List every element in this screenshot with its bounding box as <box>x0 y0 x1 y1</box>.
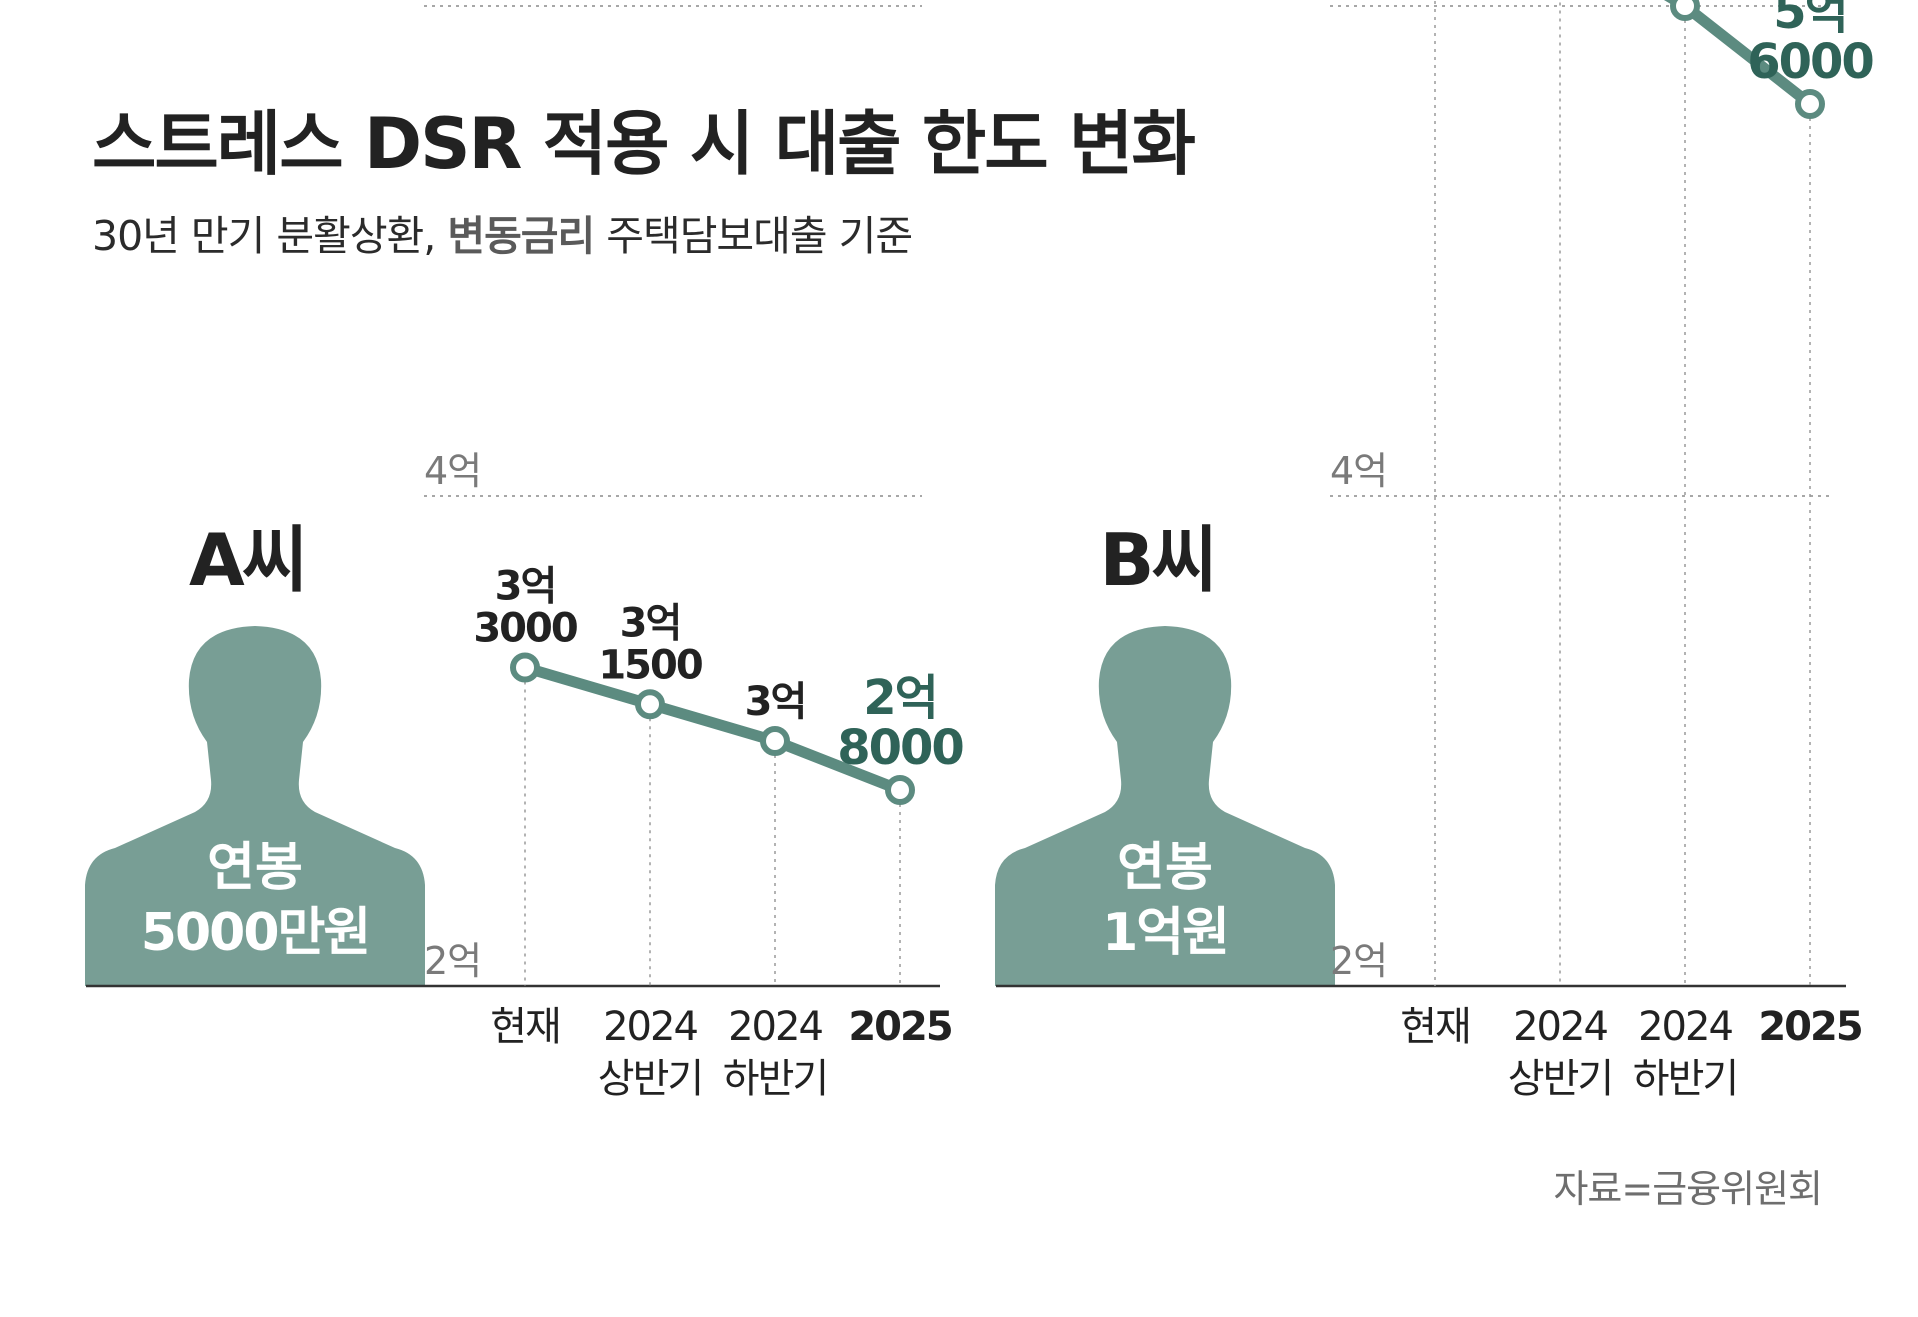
value-label: 5억 <box>1773 0 1847 40</box>
salary-label: 연봉 <box>1117 838 1213 898</box>
salary-value: 1억원 <box>1102 903 1228 963</box>
subtitle-highlight: 변동금리 <box>447 212 595 260</box>
y-tick-label: 6억 <box>424 0 481 3</box>
data-point <box>760 726 790 756</box>
value-label: 1500 <box>598 642 701 688</box>
x-tick-label: 2025 <box>848 1004 951 1050</box>
data-point <box>635 689 665 720</box>
value-label: 3000 <box>473 606 576 652</box>
salary-value: 5000만원 <box>141 903 369 963</box>
source-note: 자료=금융위원회 <box>1553 1167 1823 1211</box>
series-line <box>519 662 906 796</box>
x-tick-sublabel: 상반기 <box>598 1056 702 1102</box>
x-tick-label: 현재 <box>1400 1004 1470 1050</box>
y-tick-label: 4억 <box>424 449 481 493</box>
y-tick-label: 2억 <box>1330 939 1387 983</box>
chart-subtitle: 30년 만기 분활상환, 변동금리 주택담보대출 기준 <box>92 202 913 262</box>
x-tick-sublabel: 하반기 <box>1633 1056 1737 1102</box>
person-silhouette-icon <box>85 626 425 986</box>
data-point <box>510 652 540 683</box>
series-line <box>1663 0 1816 110</box>
subtitle-suffix: 주택담보대출 기준 <box>594 212 913 260</box>
person-silhouette-icon <box>995 626 1335 986</box>
x-tick-label: 2024 <box>603 1004 697 1050</box>
person-name: A씨 <box>189 518 305 602</box>
x-tick-label: 2024 <box>1638 1004 1732 1050</box>
x-tick-sublabel: 상반기 <box>1508 1056 1612 1102</box>
x-tick-label: 2024 <box>728 1004 822 1050</box>
y-tick-label: 2억 <box>424 939 481 983</box>
subtitle-prefix: 30년 만기 분활상환, <box>92 212 448 260</box>
x-tick-label: 현재 <box>490 1004 560 1050</box>
value-label: 3억 <box>620 600 681 646</box>
value-label: 3억 <box>745 679 806 725</box>
value-label: 8000 <box>837 720 963 776</box>
data-point <box>1795 89 1825 119</box>
data-point <box>885 775 915 805</box>
x-tick-sublabel: 하반기 <box>723 1056 827 1102</box>
salary-label: 연봉 <box>207 838 303 898</box>
chart-title: 스트레스 DSR 적용 시 대출 한도 변화 <box>92 103 1196 185</box>
y-tick-label: 6억 <box>1330 0 1387 3</box>
value-label: 6000 <box>1747 34 1873 90</box>
value-label: 2억 <box>863 670 937 726</box>
data-point <box>1670 0 1700 21</box>
y-tick-label: 4억 <box>1330 449 1387 493</box>
value-label: 3억 <box>495 564 556 610</box>
person-name: B씨 <box>1099 518 1214 602</box>
x-tick-label: 2025 <box>1758 1004 1861 1050</box>
x-tick-label: 2024 <box>1513 1004 1607 1050</box>
